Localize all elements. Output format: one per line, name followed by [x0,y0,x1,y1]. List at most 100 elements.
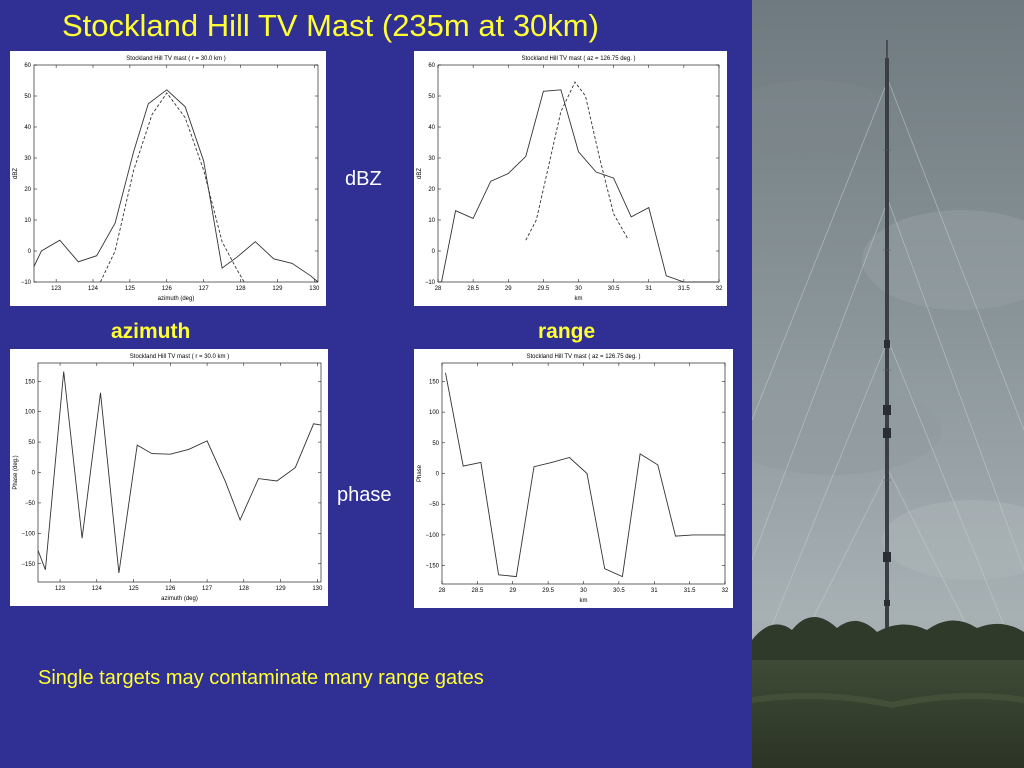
y-tick-label: −150 [21,562,35,568]
y-tick-label: 0 [28,249,32,255]
x-tick-label: 32 [722,588,729,594]
x-tick-label: 129 [272,286,283,292]
slide-note: Single targets may contaminate many rang… [38,667,484,689]
y-tick-label: 0 [32,471,36,477]
x-tick-label: 126 [162,286,173,292]
plot-frame [437,64,720,283]
x-tick-label: 29 [505,286,512,292]
y-tick-label: 60 [24,63,31,69]
range-column-label: range [538,320,596,343]
x-tick-label: 130 [309,286,320,292]
x-tick-label: 31 [651,588,658,594]
y-tick-label: −100 [425,533,439,539]
tv-mast-photo-icon [752,0,1024,768]
x-tick-label: 123 [51,286,62,292]
phase-row-label: phase [337,484,392,506]
x-tick-label: 32 [716,286,723,292]
x-tick-label: 130 [312,586,323,592]
y-tick-label: 150 [25,379,36,385]
y-tick-label: −50 [25,501,36,507]
y-tick-label: −100 [21,531,35,537]
chart-title: Stockland Hill TV mast ( az = 126.75 deg… [521,56,635,62]
x-tick-label: 29.5 [542,588,554,594]
x-tick-label: 30.5 [608,286,620,292]
series-line-solid [441,89,719,283]
y-tick-label: 50 [28,440,35,446]
x-tick-label: 124 [92,586,103,592]
chart-svg: Stockland Hill TV mast ( r = 30.0 km ) 12… [13,56,320,302]
y-tick-label: 20 [428,187,435,193]
x-tick-label: 28 [439,588,446,594]
x-tick-label: 28.5 [472,588,484,594]
chart-phase-range: Stockland Hill TV mast ( az = 126.75 deg… [414,349,733,608]
y-tick-label: 100 [25,410,36,416]
y-tick-label: 30 [428,156,435,162]
y-tick-label: 10 [428,218,435,224]
chart-svg: Stockland Hill TV mast ( az = 126.75 deg… [417,354,729,604]
x-tick-label: 127 [199,286,210,292]
y-tick-label: 100 [429,410,440,416]
y-tick-label: −150 [425,564,439,570]
y-axis-label: Phase [417,464,423,482]
x-tick-label: 129 [276,586,287,592]
y-tick-label: 40 [24,125,31,131]
y-tick-label: 50 [24,94,31,100]
series-line-solid [445,372,725,578]
chart-dbz-azimuth: Stockland Hill TV mast ( r = 30.0 km ) 12… [10,51,326,306]
chart-title: Stockland Hill TV mast ( r = 30.0 km ) [126,56,225,62]
x-tick-label: 128 [239,586,250,592]
x-axis-label: km [575,296,583,302]
plot-frame [33,64,319,283]
x-tick-label: 29.5 [538,286,550,292]
plot-frame [37,362,322,583]
chart-title: Stockland Hill TV mast ( r = 30.0 km ) [130,354,229,360]
x-tick-label: 28 [435,286,442,292]
dbz-row-label: dBZ [345,168,382,190]
chart-phase-azimuth: Stockland Hill TV mast ( r = 30.0 km ) 12… [10,349,328,606]
x-tick-label: 31.5 [684,588,696,594]
x-tick-label: 124 [88,286,99,292]
y-tick-label: 30 [24,156,31,162]
x-tick-label: 31.5 [678,286,690,292]
x-axis-label: km [580,598,588,604]
x-tick-label: 30.5 [613,588,625,594]
y-axis-label: Phase (deg.) [13,455,19,489]
x-tick-label: 28.5 [467,286,479,292]
x-tick-label: 31 [645,286,652,292]
slide-title: Stockland Hill TV Mast (235m at 30km) [62,8,599,43]
y-tick-label: 40 [428,125,435,131]
y-tick-label: 0 [432,249,436,255]
y-tick-label: −10 [21,280,32,286]
chart-dbz-range: Stockland Hill TV mast ( az = 126.75 deg… [414,51,727,306]
mast-photo [752,0,1024,768]
series-line-dashed [99,92,245,283]
y-tick-label: 50 [432,441,439,447]
x-tick-label: 127 [202,586,213,592]
series-line-solid [37,371,322,573]
series-line-dashed [525,81,629,241]
x-tick-label: 125 [125,286,136,292]
x-tick-label: 29 [509,588,516,594]
y-axis-label: dBZ [417,168,423,179]
y-tick-label: 0 [436,472,440,478]
y-tick-label: 50 [428,94,435,100]
x-axis-label: azimuth (deg) [158,296,195,302]
x-tick-label: 30 [580,588,587,594]
x-tick-label: 123 [55,586,66,592]
chart-svg: Stockland Hill TV mast ( az = 126.75 deg… [417,56,723,302]
y-tick-label: −50 [429,502,440,508]
y-axis-label: dBZ [13,168,19,179]
y-tick-label: −10 [425,280,436,286]
x-tick-label: 126 [165,586,176,592]
y-tick-label: 20 [24,187,31,193]
y-tick-label: 150 [429,379,440,385]
x-tick-label: 125 [129,586,140,592]
x-tick-label: 128 [236,286,247,292]
y-tick-label: 10 [24,218,31,224]
series-line-solid [33,89,319,283]
x-tick-label: 30 [575,286,582,292]
x-axis-label: azimuth (deg) [161,596,198,602]
plot-frame [441,362,726,585]
y-tick-label: 60 [428,63,435,69]
azimuth-column-label: azimuth [111,320,191,343]
